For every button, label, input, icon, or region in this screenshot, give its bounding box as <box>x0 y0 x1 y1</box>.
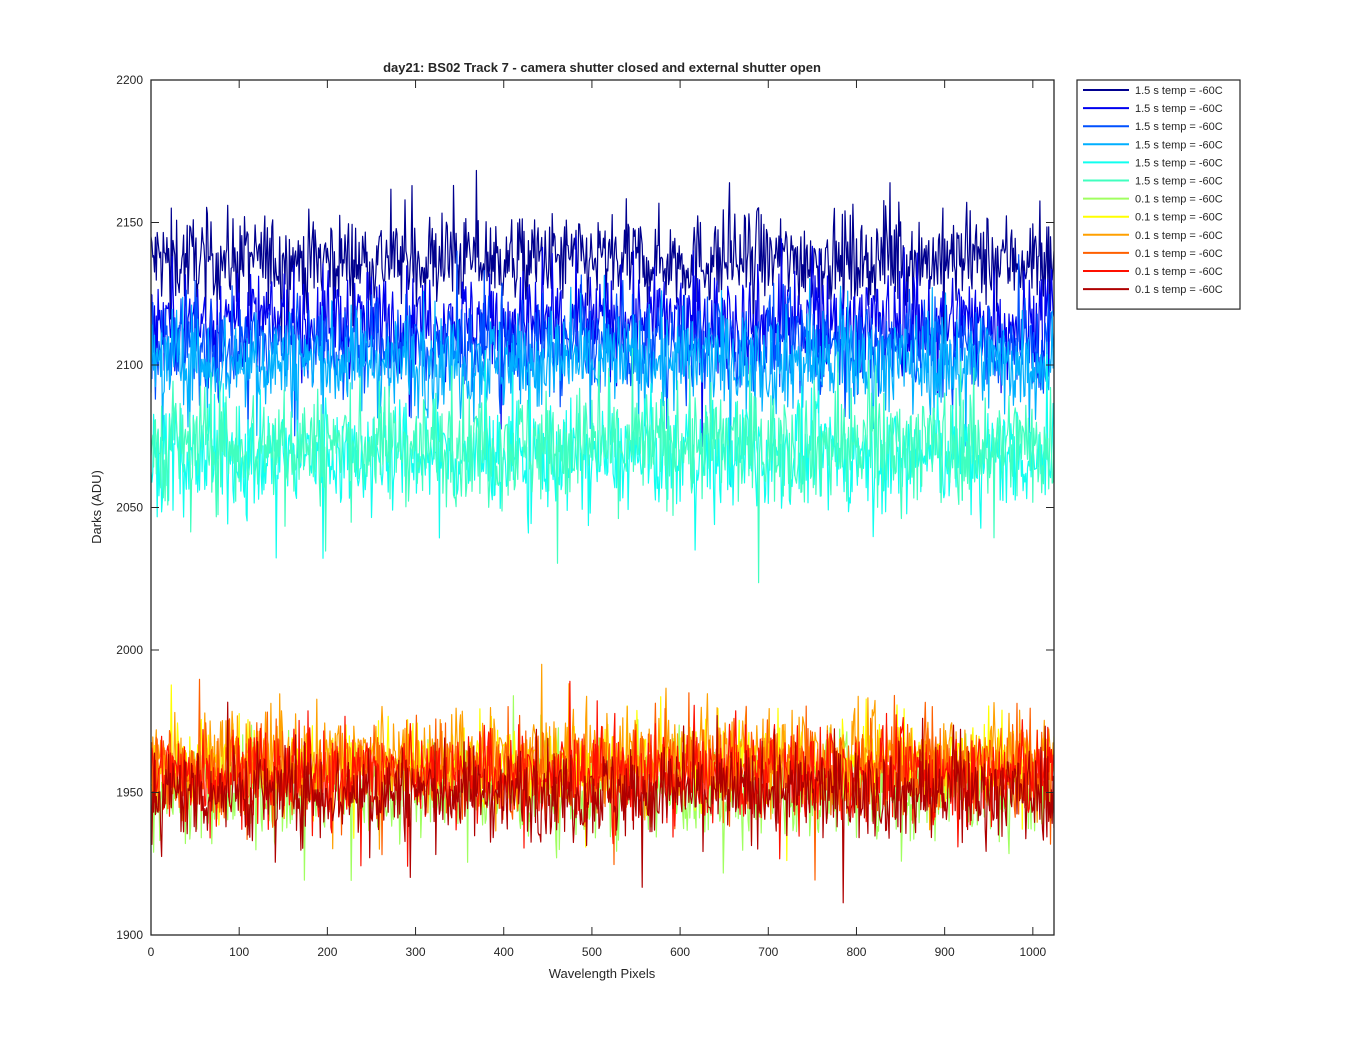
x-tick-label: 800 <box>846 945 866 959</box>
y-tick-label: 2050 <box>116 501 143 515</box>
series-line-4 <box>151 275 1054 487</box>
y-tick-label: 2000 <box>116 643 143 657</box>
legend-label: 0.1 s temp = -60C <box>1135 284 1223 296</box>
legend-label: 1.5 s temp = -60C <box>1135 121 1223 133</box>
legend-label: 0.1 s temp = -60C <box>1135 230 1223 242</box>
x-axis: 0 100 200 300 400 500 600 700 800 900 1000 <box>148 80 1047 959</box>
x-tick-label: 900 <box>935 945 955 959</box>
legend-label: 1.5 s temp = -60C <box>1135 157 1223 169</box>
y-axis-label: Darks (ADU) <box>89 470 104 544</box>
x-tick-label: 700 <box>758 945 778 959</box>
series-layer <box>151 169 1054 904</box>
y-tick-label: 1950 <box>116 786 143 800</box>
legend-label: 0.1 s temp = -60C <box>1135 248 1223 260</box>
legend-label: 0.1 s temp = -60C <box>1135 266 1223 278</box>
x-axis-label: Wavelength Pixels <box>549 966 656 981</box>
x-tick-label: 500 <box>582 945 602 959</box>
x-tick-label: 400 <box>494 945 514 959</box>
legend: 1.5 s temp = -60C 1.5 s temp = -60C 1.5 s … <box>1076 79 1241 310</box>
y-tick-label: 2150 <box>116 216 143 230</box>
y-tick-label: 2200 <box>116 73 143 87</box>
y-tick-label: 2100 <box>116 358 143 372</box>
legend-label: 0.1 s temp = -60C <box>1135 212 1223 224</box>
x-tick-label: 0 <box>148 945 155 959</box>
y-tick-label: 1900 <box>116 928 143 942</box>
x-tick-label: 1000 <box>1019 945 1046 959</box>
chart-title: day21: BS02 Track 7 - camera shutter clo… <box>383 60 821 75</box>
legend-label: 1.5 s temp = -60C <box>1135 139 1223 151</box>
series-line-6 <box>151 348 1054 584</box>
x-tick-label: 600 <box>670 945 690 959</box>
x-tick-label: 300 <box>406 945 426 959</box>
legend-label: 1.5 s temp = -60C <box>1135 176 1223 188</box>
y-axis: 1900 1950 2000 2050 2100 2150 2200 <box>116 73 1054 942</box>
series-line-12 <box>151 701 1054 904</box>
legend-label: 1.5 s temp = -60C <box>1135 103 1223 115</box>
legend-label: 0.1 s temp = -60C <box>1135 194 1223 206</box>
x-tick-label: 100 <box>229 945 249 959</box>
series-line-2 <box>151 235 1054 447</box>
x-tick-label: 200 <box>317 945 337 959</box>
legend-label: 1.5 s temp = -60C <box>1135 85 1223 97</box>
